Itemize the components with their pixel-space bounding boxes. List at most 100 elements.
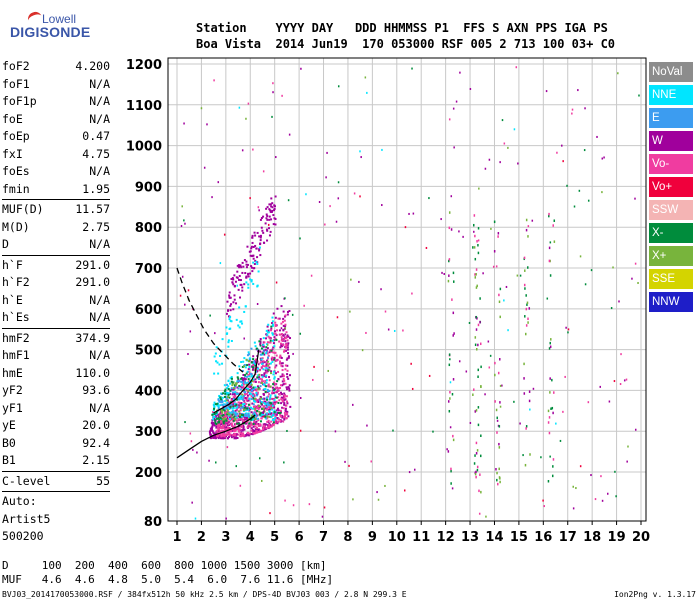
echo-point [227,402,230,405]
echo-point [256,391,259,394]
echo-point [263,397,266,400]
echo-point [277,409,280,412]
echo-point [262,427,265,430]
echo-point [473,246,476,249]
echo-point [474,257,477,261]
echo-point [499,287,502,291]
echo-point [248,397,251,400]
echo-point [285,395,288,398]
echo-point [277,420,280,423]
echo-point [243,310,246,313]
echo-point [477,251,480,255]
echo-point [285,346,288,349]
echo-point [241,412,244,415]
echo-point [268,415,271,418]
echo-point [254,412,257,415]
echo-point [264,369,267,372]
echo-point [286,339,289,342]
echo-point [274,217,277,220]
grid [168,58,646,525]
echo-point [244,418,247,421]
echo-point [214,403,217,406]
echo-point [235,416,238,419]
echo-point [637,281,639,284]
echo-point [262,412,265,415]
echo-point [259,412,262,415]
echo-point [181,275,184,278]
echo-point [607,492,609,495]
echo-point [247,102,250,105]
echo-point [262,383,265,386]
echo-point [241,429,244,432]
echo-point [278,340,281,343]
echo-point [256,256,259,259]
echo-point [245,358,248,361]
echo-point [527,235,529,238]
echo-point [477,406,480,409]
echo-point [265,367,268,370]
echo-point [236,270,239,273]
echo-point [274,417,277,420]
echo-point [184,421,186,424]
echo-point [179,294,182,297]
echo-point [242,426,245,429]
echo-point [387,328,390,331]
echo-point [449,358,451,361]
echo-point [527,317,529,321]
echo-point [251,374,254,377]
echo-point [266,239,269,242]
echo-point [251,394,254,397]
echo-point [215,360,218,363]
echo-point [236,436,239,439]
echo-point [286,310,289,313]
echo-point [279,391,282,394]
echo-point [241,149,244,152]
echo-point [571,112,573,115]
echo-point [271,206,274,209]
echo-point [288,387,291,390]
echo-point [540,456,542,459]
echo-point [270,349,273,352]
echo-point [270,372,273,375]
echo-point [243,414,246,417]
echo-point [215,426,218,429]
echo-point [249,278,252,281]
echo-point [254,380,257,383]
echo-point [265,375,268,378]
echo-point [334,430,337,433]
echo-point [267,385,270,388]
echo-point [262,215,265,218]
echo-point [270,325,273,328]
echo-point [268,366,271,369]
echo-point [259,377,262,380]
echo-point [230,387,233,390]
echo-point [402,329,404,332]
echo-point [348,464,350,467]
echo-point [280,342,283,345]
echo-point [468,321,471,324]
echo-point [280,402,283,405]
echo-point [618,300,620,303]
param-label: foF1 [2,76,30,91]
echo-point [241,393,244,396]
param-value: N/A [89,292,110,307]
echo-point [299,332,302,335]
echo-point [528,399,531,403]
echo-point [256,407,259,410]
echo-point [222,422,225,425]
echo-point [212,421,215,424]
echo-point [264,417,267,420]
echo-point [513,128,516,131]
echo-point [266,343,269,346]
echo-point [264,428,267,431]
echo-point [240,402,243,405]
echo-point [225,326,228,329]
echo-point [212,432,215,435]
echo-point [525,294,527,297]
echo-point [254,345,257,348]
echo-point [257,423,260,426]
echo-point [244,375,247,378]
echo-point [260,358,263,361]
echo-point [253,361,256,364]
echo-point [229,393,232,396]
